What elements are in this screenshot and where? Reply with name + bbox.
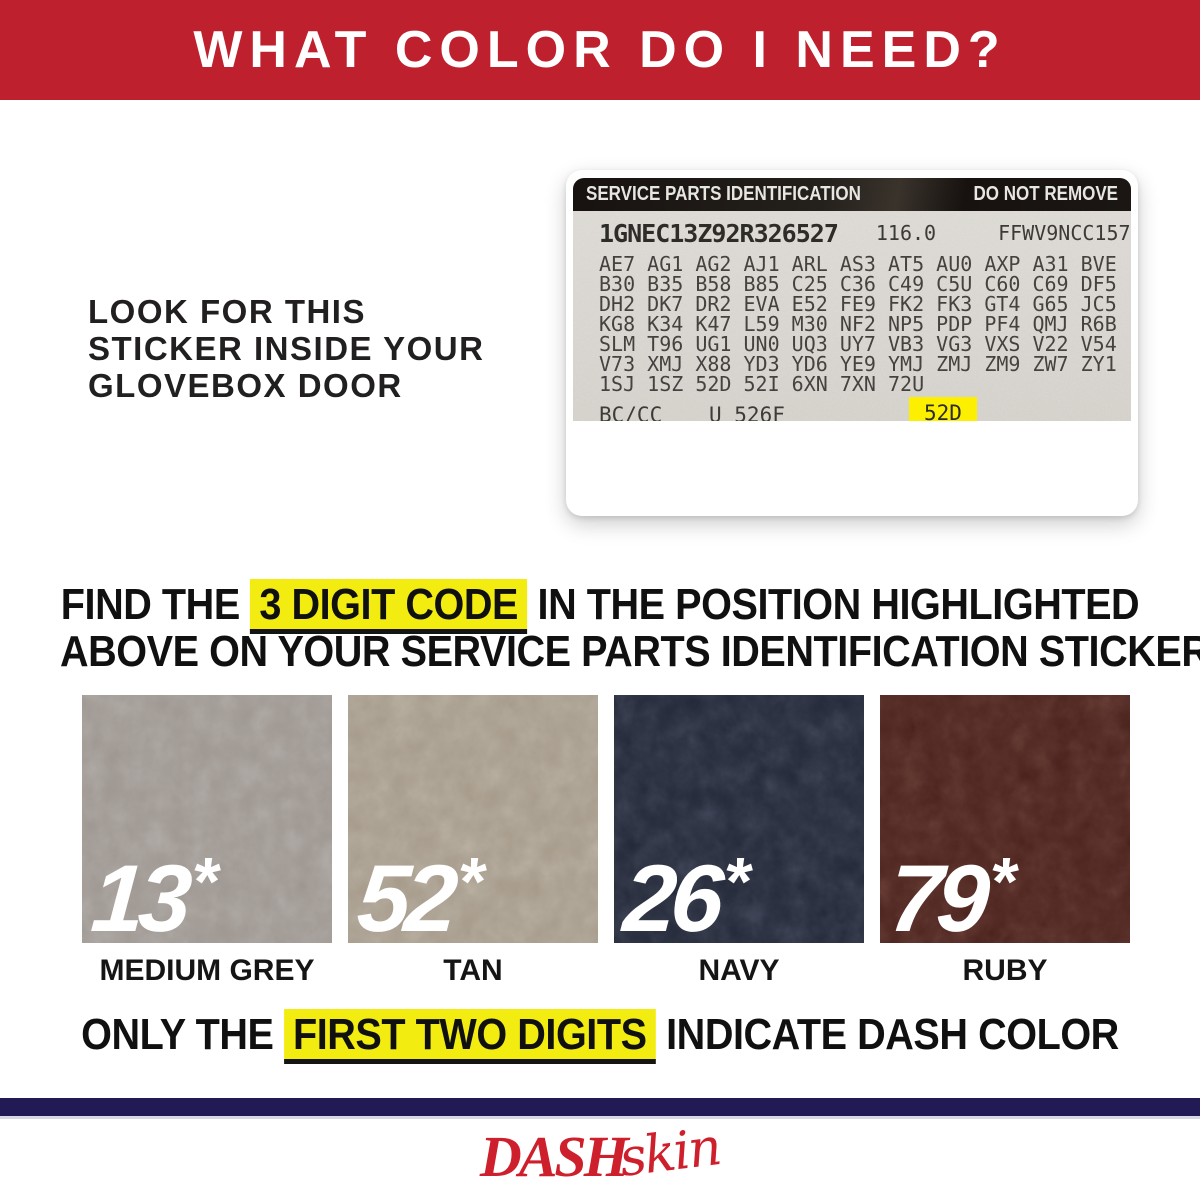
sticker-footer-row: BC/CC U 526F 52D <box>573 397 1131 421</box>
swatch-navy: 26* NAVY <box>614 695 864 988</box>
swatch-code: 79 <box>886 846 988 943</box>
rpo-row: V73 XMJ X88 YD3 YD6 YE9 YMJ ZMJ ZM9 ZW7 … <box>599 352 1117 376</box>
logo-skin-text: skin <box>616 1117 723 1189</box>
swatch-code-number: 26* <box>620 844 753 943</box>
sticker-header-title: SERVICE PARTS IDENTIFICATION <box>586 183 861 205</box>
rpo-row: DH2 DK7 DR2 EVA E52 FE9 FK2 FK3 GT4 G65 … <box>599 292 1117 316</box>
swatch-tan-texture: 52* <box>348 695 598 943</box>
swatch-tan: 52* TAN <box>348 695 598 988</box>
swatch-navy-texture: 26* <box>614 695 864 943</box>
page-title: WHAT COLOR DO I NEED? <box>193 21 1007 79</box>
asterisk-icon: * <box>454 844 487 921</box>
swatch-code: 26 <box>620 846 722 943</box>
footer-divider-bar <box>0 1098 1200 1116</box>
paint-code-value: U 526F <box>709 403 785 421</box>
sticker-header-warning: DO NOT REMOVE <box>973 183 1118 205</box>
rpo-row: KG8 K34 K47 L59 M30 NF2 NP5 PDP PF4 QMJ … <box>599 312 1117 336</box>
logo-dash-text: DASH <box>479 1124 629 1189</box>
swatch-medium-grey-texture: 13* <box>82 695 332 943</box>
three-digit-code-highlight: 3 DIGIT CODE <box>250 579 527 634</box>
sticker-header-bar: SERVICE PARTS IDENTIFICATION DO NOT REMO… <box>573 178 1131 211</box>
first-two-digits-instruction: ONLY THE FIRST TWO DIGITS INDICATE DASH … <box>60 1009 1140 1064</box>
look-line: GLOVEBOX DOOR <box>88 367 403 404</box>
trim-code-highlighted: 52D <box>909 397 977 421</box>
swatch-code-number: 13* <box>88 844 221 943</box>
look-for-sticker-text: LOOK FOR THIS STICKER INSIDE YOUR GLOVEB… <box>88 293 558 404</box>
swatch-medium-grey: 13* MEDIUM GREY <box>82 695 332 988</box>
rpo-row: AE7 AG1 AG2 AJ1 ARL AS3 AT5 AU0 AXP A31 … <box>599 252 1117 276</box>
only-post-text: INDICATE DASH COLOR <box>655 1010 1119 1059</box>
rpo-row: 1SJ 1SZ 52D 52I 6XN 7XN 72U <box>599 372 925 396</box>
swatch-ruby-texture: 79* <box>880 695 1130 943</box>
sticker-value-wheelbase: 116.0 <box>875 221 937 245</box>
swatch-code-number: 52* <box>354 844 487 943</box>
swatch-code-number: 79* <box>886 844 1019 943</box>
dashskin-logo: DASH skin <box>0 1117 1200 1192</box>
find-post-text: IN THE POSITION HIGHLIGHTED <box>526 580 1140 629</box>
find-code-line2: ABOVE ON YOUR SERVICE PARTS IDENTIFICATI… <box>60 627 1200 676</box>
swatch-color-name: NAVY <box>698 954 780 987</box>
swatch-color-name: TAN <box>443 954 503 987</box>
swatch-code: 13 <box>88 846 190 943</box>
swatch-ruby: 79* RUBY <box>880 695 1130 988</box>
color-swatch-row: 13* MEDIUM GREY 52* TAN 26* NAVY 79* RUB… <box>82 695 1130 988</box>
sticker-value-order-code: FFWV9N <box>998 221 1071 245</box>
asterisk-icon: * <box>986 844 1019 921</box>
swatch-color-name: RUBY <box>962 954 1048 987</box>
only-pre-text: ONLY THE <box>81 1010 284 1059</box>
header-banner: WHAT COLOR DO I NEED? <box>0 0 1200 100</box>
swatch-color-name: MEDIUM GREY <box>99 954 315 987</box>
sticker-value-serial: CC15706 <box>1070 221 1131 245</box>
look-line: LOOK FOR THIS <box>88 293 366 330</box>
rpo-row: B30 B35 B58 B85 C25 C36 C49 C5U C60 C69 … <box>599 272 1117 296</box>
find-code-instruction: FIND THE 3 DIGIT CODE IN THE POSITION HI… <box>60 579 1200 676</box>
rpo-code-rows: AE7 AG1 AG2 AJ1 ARL AS3 AT5 AU0 AXP A31 … <box>573 251 1131 394</box>
paint-code-label: BC/CC <box>599 403 663 421</box>
first-two-digits-highlight: FIRST TWO DIGITS <box>283 1009 656 1064</box>
vin-number: 1GNEC13Z92R326527 <box>599 218 839 248</box>
swatch-code: 52 <box>354 846 456 943</box>
asterisk-icon: * <box>188 844 221 921</box>
asterisk-icon: * <box>720 844 753 921</box>
find-pre-text: FIND THE <box>60 580 251 629</box>
rpo-row: SLM T96 UG1 UN0 UQ3 UY7 VB3 VG3 VXS V22 … <box>599 332 1117 356</box>
sticker-body: 1GNEC13Z92R326527 116.0 FFWV9N CC15706 A… <box>573 211 1131 421</box>
find-code-line1: FIND THE 3 DIGIT CODE IN THE POSITION HI… <box>60 579 1140 634</box>
service-parts-sticker: SERVICE PARTS IDENTIFICATION DO NOT REMO… <box>566 170 1138 516</box>
sticker-vin-row: 1GNEC13Z92R326527 116.0 FFWV9N CC15706 <box>573 211 1131 251</box>
look-line: STICKER INSIDE YOUR <box>88 330 485 367</box>
